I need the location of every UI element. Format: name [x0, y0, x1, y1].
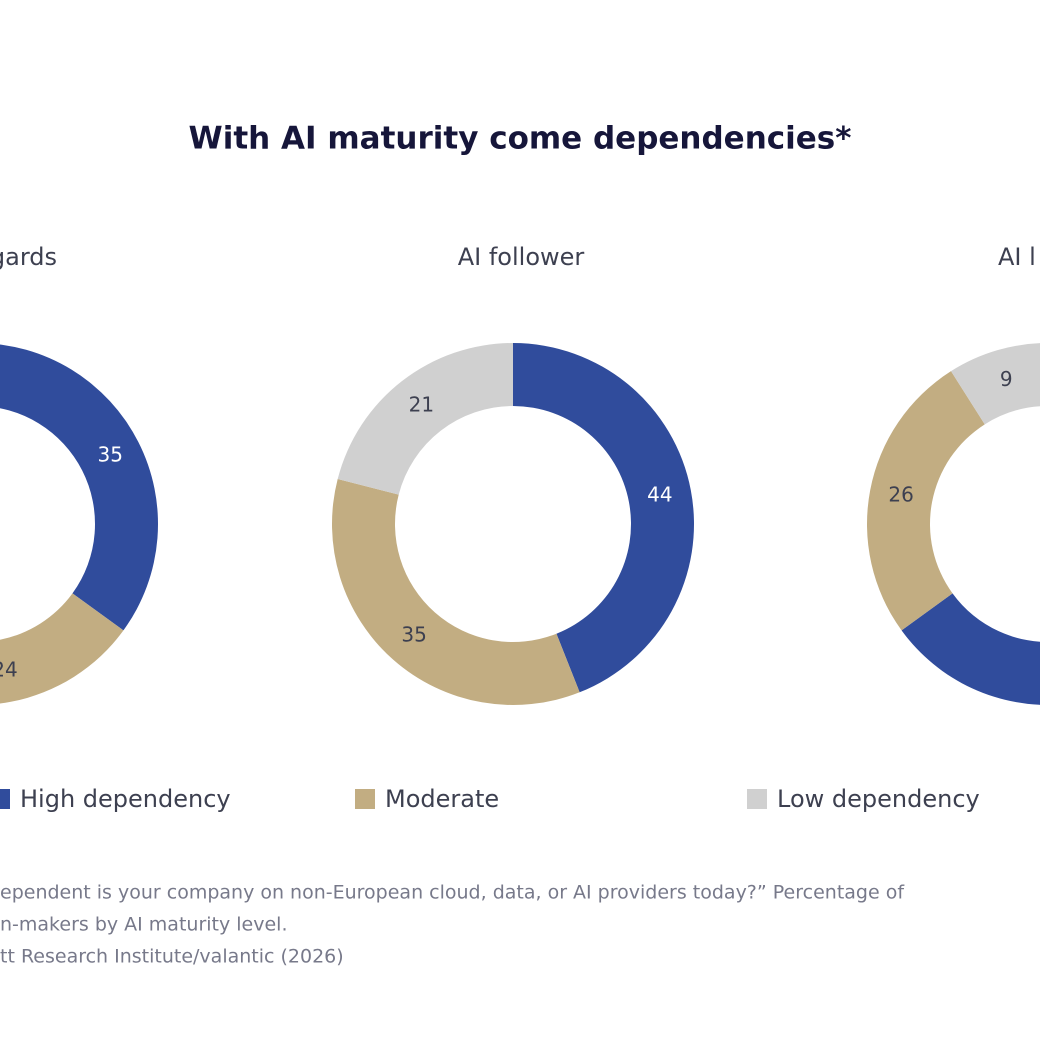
value-label: 26 — [888, 482, 913, 506]
legend-label: Moderate — [385, 785, 499, 813]
donut-title: AI follower — [458, 243, 585, 271]
footnote: tt Research Institute/valantic (2026) — [0, 946, 344, 968]
value-label: 35 — [97, 443, 122, 467]
chart-title: With AI maturity come dependencies* — [189, 121, 852, 157]
donut-title: AI l — [998, 243, 1036, 271]
legend-swatch — [747, 789, 767, 809]
donut-segment — [513, 343, 695, 693]
value-label: 44 — [647, 482, 672, 506]
legend-swatch — [0, 789, 10, 809]
donut-segment — [0, 344, 158, 631]
donut-segment — [332, 478, 580, 705]
value-label: 21 — [409, 392, 434, 416]
donut-segment — [337, 343, 513, 495]
footnote: n-makers by AI maturity level. — [0, 914, 288, 936]
donut-segment — [867, 371, 985, 631]
donut-segment — [0, 593, 124, 704]
legend-swatch — [355, 789, 375, 809]
legend-label: High dependency — [20, 785, 231, 813]
donut-title: gards — [0, 243, 57, 271]
footnote: ependent is your company on non-European… — [0, 882, 905, 904]
legend-label: Low dependency — [777, 785, 980, 813]
donut-segment — [951, 343, 1040, 425]
value-label: 9 — [1000, 367, 1013, 391]
donut-segment — [901, 593, 1040, 705]
value-label: 24 — [0, 657, 18, 681]
value-label: 35 — [401, 623, 426, 647]
